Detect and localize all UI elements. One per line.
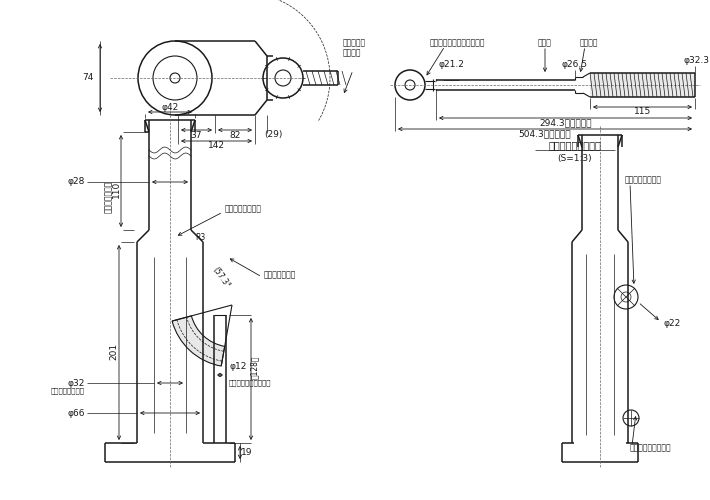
- Text: ストッパ: ストッパ: [580, 38, 599, 48]
- Text: 110: 110: [111, 181, 121, 198]
- Text: リリーズスクリュウ: リリーズスクリュウ: [630, 444, 672, 452]
- Text: （シリンダ内径）: （シリンダ内径）: [51, 388, 85, 394]
- Text: 操作レバー差込口: 操作レバー差込口: [625, 176, 662, 184]
- Text: φ26.5: φ26.5: [562, 60, 588, 69]
- Text: φ42: φ42: [161, 102, 179, 112]
- Wedge shape: [172, 316, 224, 366]
- Text: φ12: φ12: [229, 362, 246, 371]
- Text: 294.3（最短長）: 294.3（最短長）: [540, 118, 591, 128]
- Text: 専用操作レバー詳細: 専用操作レバー詳細: [549, 140, 601, 150]
- Text: 115: 115: [634, 108, 651, 116]
- Text: φ28: φ28: [67, 178, 85, 186]
- Text: (57.3°: (57.3°: [210, 266, 231, 290]
- Text: (29): (29): [264, 130, 282, 140]
- Text: 操作レバー
回転方向: 操作レバー 回転方向: [343, 38, 366, 58]
- Bar: [590, 73, 695, 97]
- Text: φ32.3: φ32.3: [684, 56, 710, 65]
- Text: 19: 19: [241, 448, 253, 457]
- Text: φ66: φ66: [67, 408, 85, 418]
- Text: （ストローク）: （ストローク）: [104, 181, 112, 214]
- Text: φ22: φ22: [663, 320, 680, 328]
- Text: （ポンプピストン径）: （ポンプピストン径）: [229, 379, 271, 386]
- Text: リリーズスクリュウ差込口: リリーズスクリュウ差込口: [430, 38, 486, 48]
- Text: φ21.2: φ21.2: [438, 60, 464, 69]
- Text: R3: R3: [195, 232, 205, 241]
- Text: 37: 37: [191, 130, 202, 140]
- Text: 82: 82: [229, 130, 241, 140]
- Text: 201: 201: [109, 342, 119, 359]
- Text: レバーソケット: レバーソケット: [264, 270, 296, 280]
- Text: 74: 74: [82, 74, 94, 82]
- Text: （128）: （128）: [249, 356, 258, 379]
- Text: 伸縮式: 伸縮式: [538, 38, 552, 48]
- Text: オイルフィリング: オイルフィリング: [225, 204, 262, 214]
- Text: φ32: φ32: [67, 378, 85, 388]
- Text: 504.3（最伸長）: 504.3（最伸長）: [519, 130, 572, 138]
- Text: (S=1:3): (S=1:3): [557, 154, 592, 162]
- Text: 142: 142: [208, 142, 225, 150]
